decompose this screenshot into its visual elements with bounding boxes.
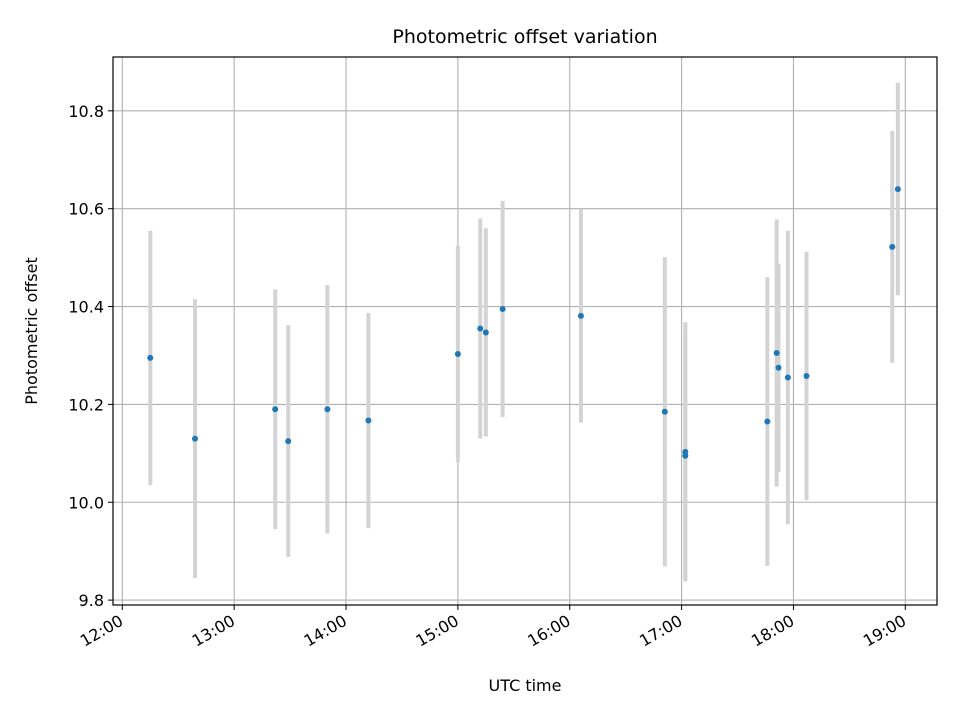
data-point bbox=[147, 354, 154, 361]
y-tick-label: 10.4 bbox=[68, 298, 104, 317]
data-point bbox=[803, 373, 810, 380]
data-point bbox=[775, 364, 782, 371]
grid bbox=[113, 57, 937, 605]
y-axis-title: Photometric offset bbox=[22, 257, 41, 405]
data-point bbox=[577, 312, 584, 319]
data-point bbox=[661, 408, 668, 415]
data-point bbox=[682, 448, 689, 455]
y-axis-ticks: 9.8 10.0 10.2 10.4 10.6 10.8 bbox=[68, 102, 113, 610]
y-tick-label: 10.6 bbox=[68, 200, 104, 219]
x-axis-title: UTC time bbox=[489, 676, 562, 695]
data-point bbox=[894, 186, 901, 193]
data-point bbox=[365, 417, 372, 424]
data-point bbox=[324, 406, 331, 413]
data-point bbox=[784, 374, 791, 381]
data-point bbox=[477, 325, 484, 332]
plot-frame bbox=[112, 56, 938, 606]
y-tick-label: 10.0 bbox=[68, 493, 104, 512]
data-point bbox=[889, 243, 896, 250]
data-point bbox=[773, 350, 780, 357]
data-points bbox=[147, 186, 901, 459]
y-tick-label: 9.8 bbox=[79, 591, 104, 610]
data-point bbox=[272, 406, 279, 413]
y-tick-label: 10.8 bbox=[68, 102, 104, 121]
data-point bbox=[499, 305, 506, 312]
data-point bbox=[482, 329, 489, 336]
data-point bbox=[285, 438, 292, 445]
chart-title: Photometric offset variation bbox=[392, 26, 657, 48]
data-point bbox=[192, 435, 199, 442]
data-point bbox=[764, 418, 771, 425]
data-point bbox=[454, 350, 461, 357]
y-tick-label: 10.2 bbox=[68, 395, 104, 414]
